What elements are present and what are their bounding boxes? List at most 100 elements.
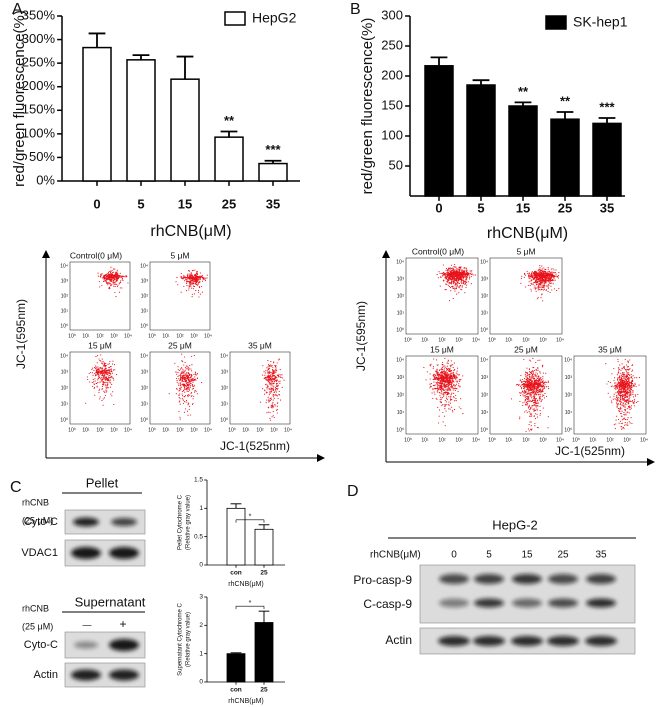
blot-band	[438, 636, 470, 646]
arrow-head	[647, 458, 655, 466]
flow-tick-label: 10³	[190, 333, 198, 339]
flow-tick-label: 10³	[481, 375, 489, 381]
blot-row-label: Cyto-C	[24, 516, 58, 528]
blot-band	[111, 518, 137, 526]
flow-tick-label: 10²	[176, 333, 184, 339]
y-axis-label: (Relative gray value)	[186, 495, 192, 550]
significance-label: *	[249, 600, 252, 607]
bar	[424, 65, 454, 197]
y-tick-label: 100%	[22, 125, 56, 140]
y-tick-label: 300%	[22, 31, 56, 46]
x-tick-label: 35	[600, 200, 614, 215]
flow-plot-title: 25 μM	[514, 344, 538, 354]
flow-tick-label: 10²	[397, 293, 405, 299]
x-axis-label: rhCNB(μM)	[487, 225, 568, 242]
flow-x-label: JC-1(525nm)	[555, 444, 625, 458]
flow-plot-frame	[69, 351, 131, 425]
flow-tick-label: 10⁴	[396, 357, 404, 363]
blot-band	[511, 636, 543, 646]
bar	[82, 46, 112, 182]
flow-tick-label: 10³	[221, 369, 229, 375]
flow-dots	[97, 266, 129, 298]
flow-dots	[259, 358, 285, 421]
y-tick-label: 300	[381, 7, 403, 22]
blot	[419, 564, 636, 624]
bar	[508, 105, 538, 197]
panel-label: B	[350, 1, 361, 18]
x-tick-label: 25	[260, 687, 268, 694]
flow-tick-label: 10⁰	[488, 337, 496, 343]
arrow-head	[42, 250, 50, 258]
flow-tick-label: 10⁴	[140, 353, 148, 359]
flow-tick-label: 10¹	[505, 437, 513, 443]
flow-tick-label: 10⁴	[124, 333, 132, 339]
dose-label: (25 μM)	[22, 515, 53, 525]
bar	[226, 653, 246, 683]
flow-tick-label: 10⁴	[480, 259, 488, 265]
flow-tick-label: 10⁴	[556, 337, 564, 343]
flow-tick-label: 10²	[397, 392, 405, 398]
blot-band	[512, 598, 542, 608]
bar	[126, 59, 156, 182]
flow-tick-label: 10³	[61, 369, 69, 375]
flow-tick-label: 10⁰	[68, 427, 76, 433]
legend-swatch	[224, 11, 246, 26]
flow-plot-title: 5 μM	[516, 246, 535, 256]
blot-row-label: Pro-casp-9	[353, 573, 412, 587]
flow-dots	[605, 358, 641, 430]
blot-band	[439, 574, 469, 584]
flow-tick-label: 10¹	[505, 337, 513, 343]
flow-tick-label: 10²	[481, 392, 489, 398]
blot-band	[474, 574, 504, 584]
bar	[258, 162, 288, 182]
flow-tick-label: 10¹	[481, 310, 489, 316]
x-tick-label: 25	[222, 196, 236, 211]
flow-tick-label: 10¹	[421, 437, 429, 443]
flow-dots	[520, 265, 560, 302]
dose-label: (25 μM)	[22, 621, 53, 631]
flow-plot-title: 35 μM	[598, 344, 622, 354]
blot-band	[74, 641, 98, 649]
x-tick-label: 5	[137, 196, 144, 211]
flow-tick-label: 10³	[190, 427, 198, 433]
x-tick-label: 35	[266, 196, 280, 211]
flow-tick-label: 10¹	[61, 308, 69, 314]
flow-tick-label: 10⁴	[472, 437, 480, 443]
flow-plot-frame	[573, 355, 647, 435]
flow-dots	[436, 263, 477, 302]
flow-plot-frame	[69, 261, 131, 331]
legend-label: SK-hep1	[573, 14, 628, 30]
blot-title: HepG-2	[492, 517, 538, 532]
flow-tick-label: 10²	[221, 385, 229, 391]
blot-band	[439, 598, 469, 608]
flow-tick-label: 10²	[141, 293, 149, 299]
flow-tick-label: 10¹	[141, 308, 149, 314]
flow-tick-label: 10⁴	[220, 353, 228, 359]
flow-tick-label: 10⁰	[480, 327, 488, 333]
y-tick-label: 150	[381, 97, 403, 112]
flow-plot-title: 35 μM	[248, 340, 272, 350]
flow-tick-label: 10⁰	[60, 417, 68, 423]
flow-tick-label: 10⁴	[140, 263, 148, 269]
y-tick-label: 2	[199, 622, 203, 629]
dose-tick: 5	[486, 550, 492, 561]
flow-tick-label: 10³	[110, 333, 118, 339]
blot-band	[109, 669, 139, 681]
bar	[466, 84, 496, 197]
flow-plot-frame	[489, 257, 563, 335]
flow-tick-label: 10⁰	[140, 417, 148, 423]
bar	[592, 122, 622, 197]
flow-tick-label: 10²	[61, 385, 69, 391]
legend-label: HepG2	[252, 10, 297, 26]
bar	[170, 78, 200, 182]
flow-tick-label: 10²	[522, 337, 530, 343]
blot-band	[109, 547, 139, 559]
flow-tick-label: 10¹	[162, 333, 170, 339]
flow-tick-label: 10⁰	[396, 427, 404, 433]
y-axis-label: red/green fluorescence(%)	[11, 10, 28, 187]
blot-row-label: C-casp-9	[363, 597, 412, 611]
flow-tick-label: 10¹	[141, 401, 149, 407]
flow-plot-title: 15 μM	[430, 344, 454, 354]
x-axis-label: rhCNB(μM)	[228, 698, 264, 705]
